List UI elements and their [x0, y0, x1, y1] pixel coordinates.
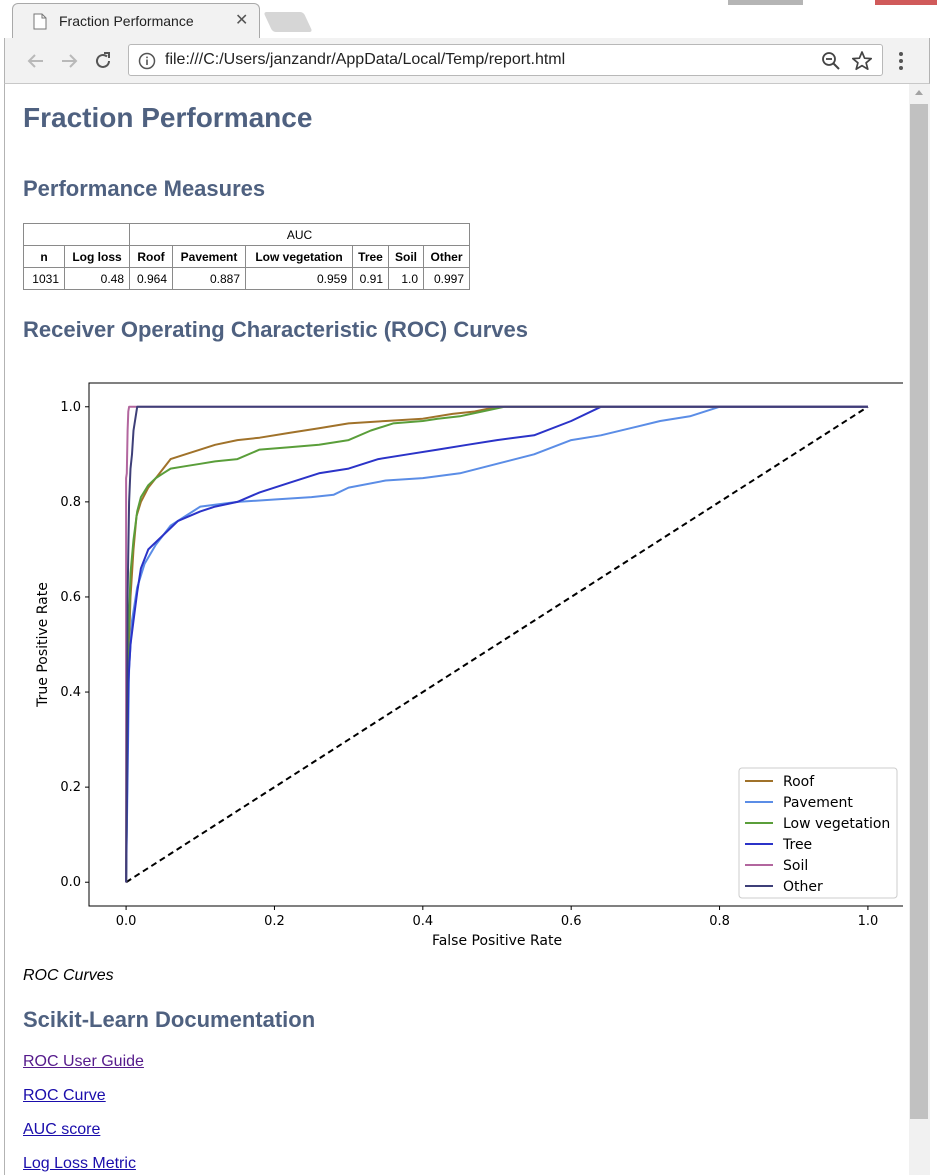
legend-label: Pavement [783, 795, 853, 811]
table-header-other: Other [423, 245, 470, 268]
scrollbar-thumb[interactable] [910, 104, 928, 1119]
table-header-n: n [23, 245, 65, 268]
zoom-out-icon[interactable] [821, 51, 841, 71]
y-tick-label: 0.0 [60, 875, 81, 890]
browser-tab[interactable]: Fraction Performance ✕ [12, 3, 260, 39]
legend-label: Other [783, 879, 823, 895]
browser-toolbar: file:///C:/Users/janzandr/AppData/Local/… [4, 38, 930, 84]
performance-table: AUC n Log loss Roof Pavement Low vegetat… [23, 223, 470, 290]
table-header-row: n Log loss Roof Pavement Low vegetation … [23, 245, 470, 268]
x-tick-label: 0.0 [116, 914, 137, 929]
page-icon [33, 13, 47, 30]
table-header-roof: Roof [129, 245, 173, 268]
series-line-soil [125, 405, 868, 883]
tab-title: Fraction Performance [59, 13, 194, 29]
address-bar[interactable]: file:///C:/Users/janzandr/AppData/Local/… [128, 44, 883, 76]
x-tick-label: 0.2 [264, 914, 285, 929]
back-arrow-icon[interactable] [25, 50, 47, 72]
close-icon[interactable]: ✕ [235, 12, 249, 29]
info-icon[interactable] [138, 52, 156, 70]
link-roc-curve[interactable]: ROC Curve [23, 1087, 106, 1104]
link-auc-score[interactable]: AUC score [23, 1121, 101, 1138]
window-control-bar [728, 0, 803, 5]
series-line-pavement [125, 405, 868, 883]
table-cell-n: 1031 [23, 267, 65, 290]
legend-label: Roof [783, 774, 815, 790]
table-cell-logloss: 0.48 [64, 267, 130, 290]
more-menu-icon[interactable] [895, 50, 907, 72]
chart-caption: ROC Curves [23, 967, 114, 984]
scroll-up-arrow-icon[interactable] [915, 90, 923, 95]
link-roc-user-guide[interactable]: ROC User Guide [23, 1053, 144, 1070]
table-header-pavement: Pavement [172, 245, 246, 268]
link-log-loss-metric[interactable]: Log Loss Metric [23, 1155, 136, 1172]
table-cell-pavement: 0.887 [172, 267, 246, 290]
series-line-low-vegetation [125, 405, 868, 883]
page-viewport: Fraction Performance Performance Measure… [4, 84, 910, 1175]
x-tick-label: 0.6 [561, 914, 582, 929]
table-header-auc: AUC [129, 223, 470, 246]
legend-label: Tree [782, 837, 812, 853]
chance-diagonal-line [125, 405, 869, 884]
table-header-low-vegetation: Low vegetation [245, 245, 353, 268]
y-tick-label: 0.4 [60, 685, 81, 700]
series-line-other [125, 405, 868, 883]
legend-label: Low vegetation [783, 816, 890, 832]
legend-label: Soil [783, 858, 808, 874]
y-tick-label: 0.6 [60, 590, 81, 605]
table-cell-tree: 0.91 [352, 267, 389, 290]
docs-heading: Scikit-Learn Documentation [23, 1007, 316, 1032]
table-row: 1031 0.48 0.964 0.887 0.959 0.91 1.0 0.9… [23, 267, 470, 290]
table-header-empty [23, 223, 130, 246]
bookmark-star-icon[interactable] [851, 50, 873, 72]
table-header-tree: Tree [352, 245, 389, 268]
url-text[interactable]: file:///C:/Users/janzandr/AppData/Local/… [165, 51, 566, 68]
roc-chart-svg: 0.0 0.2 0.4 0.6 0.8 1.0 0.0 0.2 0.4 0.6 0.8 1.0 Fals… [35, 382, 906, 949]
page-title: Fraction Performance [23, 102, 313, 133]
x-tick-label: 1.0 [858, 914, 879, 929]
table-cell-other: 0.997 [423, 267, 470, 290]
table-cell-soil: 1.0 [388, 267, 424, 290]
x-axis-label: False Positive Rate [432, 933, 562, 949]
roc-chart: 0.0 0.2 0.4 0.6 0.8 1.0 0.0 0.2 0.4 0.6 0.8 1.0 Fals… [23, 371, 906, 961]
y-tick-label: 0.2 [60, 780, 81, 795]
legend-box [738, 767, 898, 899]
forward-arrow-icon[interactable] [58, 50, 80, 72]
y-tick-label: 0.8 [60, 495, 81, 510]
table-header-soil: Soil [388, 245, 424, 268]
roc-heading: Receiver Operating Characteristic (ROC) … [23, 317, 528, 342]
new-tab-button[interactable] [263, 12, 313, 32]
table-header-logloss: Log loss [64, 245, 130, 268]
tab-strip: Fraction Performance ✕ [0, 0, 937, 39]
table-group-header-row: AUC [23, 223, 470, 246]
y-tick-label: 1.0 [60, 400, 81, 415]
x-tick-label: 0.8 [709, 914, 730, 929]
x-tick-label: 0.4 [412, 914, 433, 929]
series-line-tree [125, 405, 868, 883]
vertical-scrollbar[interactable] [909, 84, 930, 1175]
y-axis-label: True Positive Rate [35, 582, 51, 708]
window-close-bar[interactable] [875, 0, 937, 5]
table-cell-roof: 0.964 [129, 267, 173, 290]
performance-heading: Performance Measures [23, 176, 266, 201]
reload-icon[interactable] [92, 50, 114, 72]
table-cell-low-vegetation: 0.959 [245, 267, 353, 290]
